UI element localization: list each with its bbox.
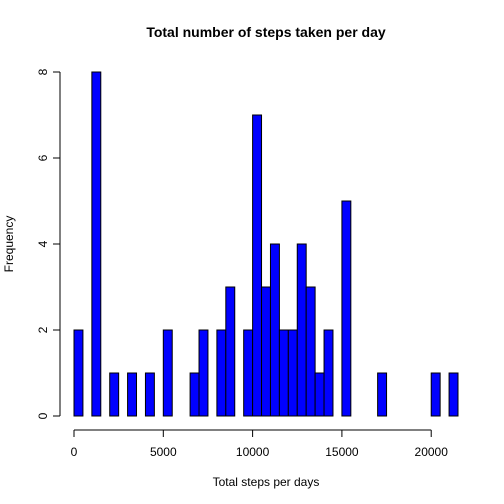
histogram-bar-7 bbox=[198, 329, 209, 417]
histogram-bar-6 bbox=[189, 372, 200, 417]
histogram-bar-2 bbox=[109, 372, 120, 417]
histogram-bar-11 bbox=[252, 114, 263, 417]
y-tick-label: 2 bbox=[36, 326, 50, 333]
y-tick-label: 8 bbox=[36, 68, 50, 75]
x-axis-label: Total steps per days bbox=[213, 475, 320, 489]
histogram-bar-8 bbox=[216, 329, 227, 417]
histogram-bar-1 bbox=[91, 71, 102, 417]
histogram-bar-14 bbox=[278, 329, 289, 417]
histogram-bar-16 bbox=[296, 243, 307, 417]
x-axis: 0 5000 10000 15000 20000 bbox=[71, 429, 449, 459]
histogram-bar-0 bbox=[73, 329, 84, 417]
histogram-bar-17 bbox=[305, 286, 316, 417]
chart-title: Total number of steps taken per day bbox=[146, 24, 386, 40]
histogram-bar-9 bbox=[225, 286, 236, 417]
histogram-bar-19 bbox=[323, 329, 334, 417]
histogram-bar-20 bbox=[341, 200, 352, 417]
histogram-bar-12 bbox=[261, 286, 271, 417]
histogram-bar-10 bbox=[243, 329, 254, 417]
y-tick-label: 0 bbox=[36, 412, 50, 419]
bars-group bbox=[73, 71, 459, 417]
y-tick-label: 4 bbox=[36, 240, 50, 247]
histogram-bar-23 bbox=[448, 372, 459, 417]
y-axis: 0 2 4 6 8 bbox=[36, 68, 61, 419]
histogram-bar-3 bbox=[127, 372, 138, 417]
x-tick-label: 5000 bbox=[150, 445, 177, 459]
histogram-bar-15 bbox=[287, 329, 298, 417]
x-tick-label: 0 bbox=[71, 445, 78, 459]
x-tick-label: 15000 bbox=[325, 445, 359, 459]
y-axis-label: Frequency bbox=[2, 216, 16, 273]
histogram-bar-4 bbox=[144, 372, 155, 417]
x-tick-label: 20000 bbox=[415, 445, 449, 459]
histogram-bar-13 bbox=[269, 243, 280, 417]
histogram-bar-22 bbox=[430, 372, 441, 417]
y-tick-label: 6 bbox=[36, 154, 50, 161]
histogram-bar-5 bbox=[162, 329, 173, 417]
histogram-bar-21 bbox=[377, 372, 388, 417]
x-tick-label: 10000 bbox=[236, 445, 270, 459]
histogram-bar-18 bbox=[314, 372, 325, 417]
